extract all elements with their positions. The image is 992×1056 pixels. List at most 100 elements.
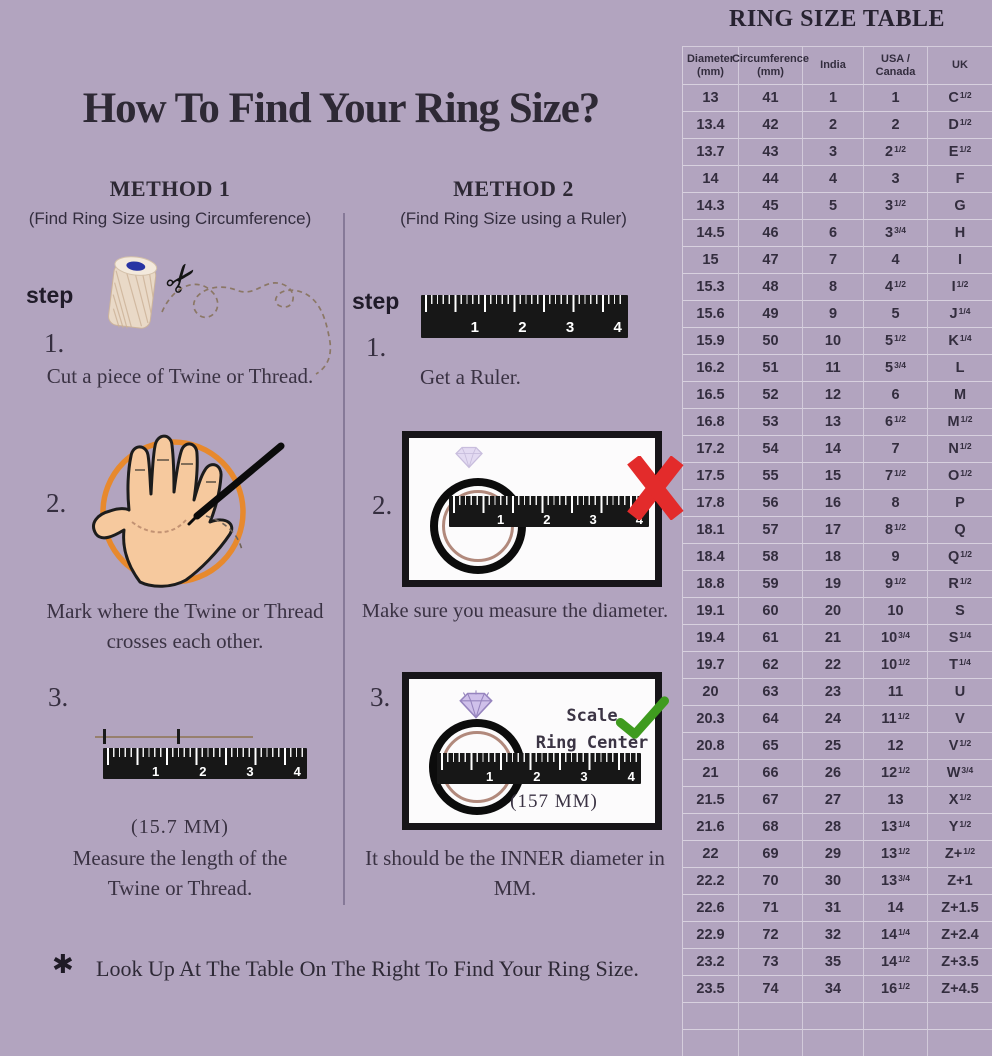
method2-heading: METHOD 2 [453, 176, 574, 201]
table-row: 16.5 52 12 6 M [683, 382, 992, 409]
table-cell: 5 1/2 [864, 328, 928, 355]
table-cell: 13 [864, 787, 928, 814]
table-cell [803, 1003, 864, 1030]
table-cell: 19 [803, 571, 864, 598]
table-cell: 2 [803, 112, 864, 139]
table-row: 14.5 46 6 3 3/4 H [683, 220, 992, 247]
method1-step1-number: 1. [44, 328, 65, 358]
table-title: RING SIZE TABLE [728, 6, 946, 32]
table-cell: 3 3/4 [864, 220, 928, 247]
method2-step1-caption: Get a Ruler. [420, 365, 521, 389]
table-cell: 9 1/2 [864, 571, 928, 598]
table-cell: 18.8 [683, 571, 739, 598]
table-cell [739, 1030, 803, 1056]
table-cell: 6 [864, 382, 928, 409]
table-cell: 50 [739, 328, 803, 355]
table-row: 17.8 56 16 8 P [683, 490, 992, 517]
table-cell: 16.5 [683, 382, 739, 409]
twine-spool-illustration [108, 256, 158, 329]
dashed-thread-illustration [161, 282, 332, 375]
table-cell: 74 [739, 976, 803, 1003]
table-cell: 13 [803, 409, 864, 436]
table-row: 20.3 64 24 11 1/2 V [683, 706, 992, 733]
table-cell: P [928, 490, 992, 517]
method2-step3-number: 3. [370, 682, 391, 712]
table-cell [864, 1030, 928, 1056]
table-row: 18.1 57 17 8 1/2 Q [683, 517, 992, 544]
table-cell: S [928, 598, 992, 625]
table-cell: 4 1/2 [864, 274, 928, 301]
table-cell: 15.6 [683, 301, 739, 328]
table-cell: 68 [739, 814, 803, 841]
table-cell: 13 1/4 [864, 814, 928, 841]
table-cell: Z+4.5 [928, 976, 992, 1003]
table-cell: 53 [739, 409, 803, 436]
table-cell: 47 [739, 247, 803, 274]
table-cell: 48 [739, 274, 803, 301]
table-header-cell: Circumference (mm) [732, 47, 809, 85]
table-cell: K 1/4 [928, 328, 992, 355]
table-row: 18.4 58 18 9 Q 1/2 [683, 544, 992, 571]
table-row: 22.2 70 30 13 3/4 Z+1 [683, 868, 992, 895]
table-cell: 5 [864, 301, 928, 328]
table-cell: 2 1/2 [864, 139, 928, 166]
method1-step3-number: 3. [48, 682, 69, 712]
table-cell: 15.3 [683, 274, 739, 301]
table-cell: D 1/2 [928, 112, 992, 139]
table-cell: G [928, 193, 992, 220]
table-cell: Q [928, 517, 992, 544]
table-cell: 16.2 [683, 355, 739, 382]
table-cell: S 1/4 [928, 625, 992, 652]
table-cell: 5 [803, 193, 864, 220]
table-cell: 12 [803, 382, 864, 409]
table-cell: Z+ 1/2 [928, 841, 992, 868]
table-cell: 23 [803, 679, 864, 706]
table-cell: 35 [803, 949, 864, 976]
table-cell: 63 [739, 679, 803, 706]
table-row: 23.5 74 34 16 1/2 Z+4.5 [683, 976, 992, 1003]
table-cell: 61 [739, 625, 803, 652]
table-cell: V 1/2 [928, 733, 992, 760]
table-cell: 10 1/2 [864, 652, 928, 679]
table-cell: 26 [803, 760, 864, 787]
table-row: 19.4 61 21 10 3/4 S 1/4 [683, 625, 992, 652]
table-cell: 20.3 [683, 706, 739, 733]
table-row: 19.1 60 20 10 S [683, 598, 992, 625]
thread-end-mark-right [177, 729, 180, 744]
table-cell: 52 [739, 382, 803, 409]
hand-with-thread-illustration [92, 434, 285, 588]
table-cell: 6 [803, 220, 864, 247]
ring-size-table: Diameter (mm) Circumference (mm) India USA … [682, 46, 992, 1056]
table-cell: 18 [803, 544, 864, 571]
table-cell: 56 [739, 490, 803, 517]
table-row: 17.2 54 14 7 N 1/2 [683, 436, 992, 463]
method2-step-label: step [352, 288, 400, 314]
table-cell: 7 [864, 436, 928, 463]
table-row: 23.2 73 35 14 1/2 Z+3.5 [683, 949, 992, 976]
table-cell: 17.8 [683, 490, 739, 517]
size-table-body: 13 41 1 1 C 1/2 13.4 42 2 2 D 1/2 13.7 43 3 2 1/2 E 1/2 14 4… [683, 85, 992, 1056]
table-cell: V [928, 706, 992, 733]
table-cell: 3 [864, 166, 928, 193]
table-row: 15.6 49 9 5 J 1/4 [683, 301, 992, 328]
table-cell: 20.8 [683, 733, 739, 760]
table-cell: 17.5 [683, 463, 739, 490]
table-cell: 21 [683, 760, 739, 787]
table-header-cell: India [803, 47, 864, 85]
table-cell: 13.4 [683, 112, 739, 139]
table-cell: 45 [739, 193, 803, 220]
table-cell: 73 [739, 949, 803, 976]
table-row: 13.4 42 2 2 D 1/2 [683, 112, 992, 139]
method2-step2-number: 2. [372, 490, 393, 520]
table-row: 20 63 23 11 U [683, 679, 992, 706]
table-cell: 43 [739, 139, 803, 166]
table-row: 17.5 55 15 7 1/2 O 1/2 [683, 463, 992, 490]
table-cell: 8 1/2 [864, 517, 928, 544]
table-cell: 18.1 [683, 517, 739, 544]
table-row: 16.2 51 11 5 3/4 L [683, 355, 992, 382]
method1-step-label: step [26, 282, 74, 308]
table-cell: L [928, 355, 992, 382]
